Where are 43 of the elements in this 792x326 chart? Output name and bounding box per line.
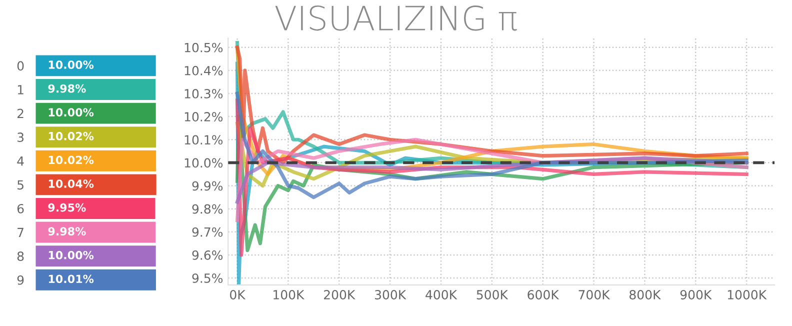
y-tick-label: 9.5% bbox=[192, 273, 223, 283]
data-label: 10.02% bbox=[48, 132, 94, 140]
x-tick-label: 500K bbox=[476, 290, 508, 300]
y-tick-label: 10.5% bbox=[184, 42, 223, 52]
x-tick-label: 300K bbox=[374, 290, 406, 300]
data-label: 10.04% bbox=[48, 180, 94, 188]
y-tick-label: 9.7% bbox=[192, 227, 223, 237]
data-label: 9.95% bbox=[48, 203, 86, 212]
data-label: 10.00% bbox=[48, 250, 94, 260]
chart-title: VISUALIZING π bbox=[275, 5, 517, 31]
y-tick-label: 2 bbox=[17, 108, 24, 118]
y-tick-label: 9 bbox=[17, 275, 24, 285]
x-tick-label: 600K bbox=[528, 290, 560, 300]
y-tick-label: 6 bbox=[17, 204, 24, 214]
y-tick-label: 10.2% bbox=[184, 112, 223, 122]
y-tick-label: 9.8% bbox=[192, 204, 223, 214]
y-tick-label: 7 bbox=[18, 228, 24, 238]
y-tick-label: 4 bbox=[17, 156, 24, 166]
y-tick-label: 10.1% bbox=[184, 135, 223, 145]
x-tick-label: 200K bbox=[324, 290, 356, 300]
data-label: 10.00% bbox=[48, 60, 94, 69]
y-tick-label: 1 bbox=[18, 85, 24, 94]
y-tick-label: 10.0% bbox=[184, 158, 223, 168]
y-tick-label: 9.6% bbox=[192, 250, 223, 260]
x-tick-label: 800K bbox=[630, 290, 661, 300]
y-tick-label: 10.4% bbox=[184, 66, 223, 76]
x-tick-label: 1000K bbox=[728, 290, 767, 300]
data-label: 9.98% bbox=[48, 227, 86, 236]
data-label: 10.01% bbox=[48, 274, 94, 284]
data-label: 9.98% bbox=[48, 84, 86, 93]
y-tick-label: 9.9% bbox=[192, 181, 223, 191]
y-tick-label: 5 bbox=[18, 180, 24, 190]
x-tick-label: 400K bbox=[426, 290, 458, 300]
y-tick-label: 3 bbox=[18, 132, 24, 142]
data-label: 10.00% bbox=[48, 108, 94, 117]
x-tick-label: 100K bbox=[274, 290, 304, 300]
y-tick-label: 10.3% bbox=[184, 88, 223, 98]
x-tick-label: 900K bbox=[680, 290, 712, 300]
x-tick-label: 700K bbox=[578, 290, 610, 300]
x-tick-label: 0K bbox=[230, 290, 246, 300]
data-label: 10.02% bbox=[48, 156, 94, 164]
y-tick-label: 0 bbox=[17, 61, 24, 71]
y-tick-label: 8 bbox=[17, 252, 24, 261]
